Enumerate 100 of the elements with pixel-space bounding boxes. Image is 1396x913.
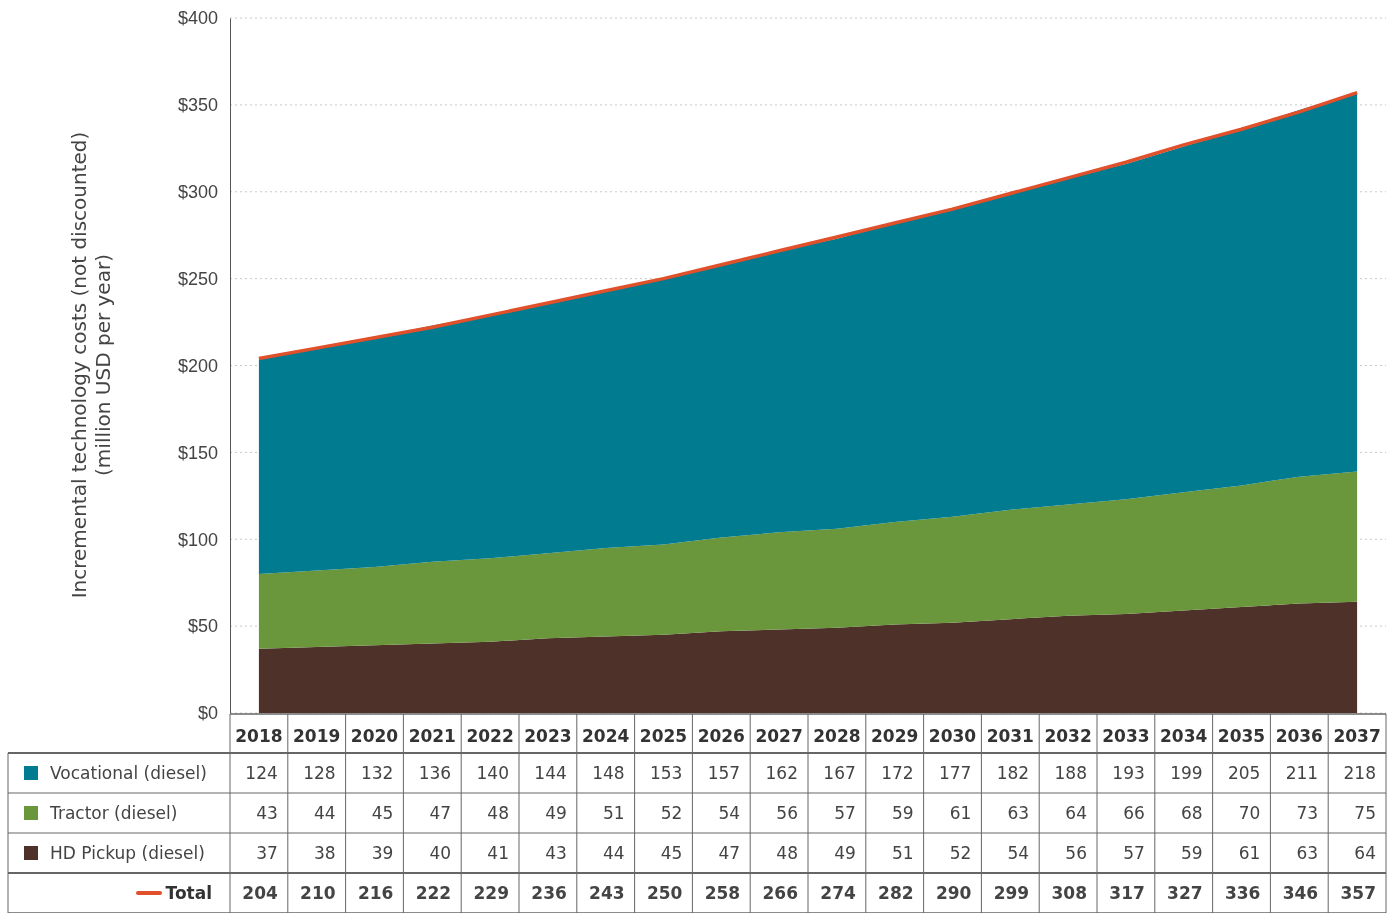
data-label: 290 <box>935 883 972 903</box>
data-label: 40 <box>429 843 452 863</box>
data-label: 167 <box>823 763 856 783</box>
data-label: 63 <box>1007 803 1030 823</box>
x-tick-label: 2032 <box>1044 726 1092 746</box>
data-label: 346 <box>1282 883 1319 903</box>
data-label: 44 <box>602 843 625 863</box>
data-label: 144 <box>534 763 567 783</box>
data-label: 140 <box>476 763 509 783</box>
y-tick-label: $0 <box>197 703 218 724</box>
data-label: 258 <box>704 883 741 903</box>
data-label: 52 <box>949 843 972 863</box>
data-label: 172 <box>881 763 914 783</box>
data-label: 274 <box>820 883 856 903</box>
data-label: 132 <box>360 763 394 783</box>
x-tick-label: 2024 <box>582 726 630 746</box>
y-axis-title: Incremental technology costs (not discounted) (million USD per year) <box>67 131 115 599</box>
data-label: 49 <box>545 803 567 823</box>
data-label: 70 <box>1238 803 1261 823</box>
data-label: 204 <box>242 883 278 903</box>
data-label: 59 <box>1180 843 1203 863</box>
x-tick-label: 2019 <box>293 726 341 746</box>
data-label: 43 <box>256 803 278 823</box>
data-label: 266 <box>762 883 798 903</box>
y-tick-label: $200 <box>177 355 218 376</box>
data-label: 162 <box>765 763 798 783</box>
data-label: 66 <box>1123 803 1145 823</box>
data-label: 148 <box>592 763 625 783</box>
data-label: 41 <box>487 843 509 863</box>
data-label: 216 <box>357 883 394 903</box>
data-label: 229 <box>473 883 509 903</box>
data-label: 49 <box>834 843 856 863</box>
data-label: 327 <box>1167 883 1203 903</box>
data-label: 59 <box>891 803 914 823</box>
data-label: 218 <box>1343 763 1376 783</box>
x-tick-label: 2029 <box>871 726 919 746</box>
x-tick-label: 2036 <box>1275 726 1323 746</box>
data-label: 38 <box>313 843 336 863</box>
data-label: 56 <box>1065 843 1087 863</box>
data-label: 308 <box>1051 883 1087 903</box>
data-label: 336 <box>1224 883 1261 903</box>
x-tick-label: 2022 <box>466 726 514 746</box>
x-tick-label: 2023 <box>524 726 572 746</box>
legend-label: Total <box>165 883 212 903</box>
y-tick-label: $250 <box>177 268 218 289</box>
x-tick-label: 2030 <box>928 726 977 746</box>
data-label: 73 <box>1296 803 1319 823</box>
y-tick-label: $400 <box>177 8 218 29</box>
data-label: 54 <box>718 803 741 823</box>
data-label: 243 <box>589 883 625 903</box>
x-tick-label: 2026 <box>697 726 745 746</box>
y-tick-label: $300 <box>177 182 218 203</box>
data-label: 54 <box>1007 843 1030 863</box>
x-tick-label: 2018 <box>235 726 283 746</box>
data-label: 45 <box>660 843 683 863</box>
data-label: 177 <box>938 763 972 783</box>
data-label: 52 <box>660 803 683 823</box>
data-label: 250 <box>646 883 683 903</box>
legend-label: Tractor (diesel) <box>49 803 178 823</box>
data-label: 157 <box>707 763 741 783</box>
data-label: 43 <box>545 843 567 863</box>
x-tick-label: 2025 <box>639 726 688 746</box>
data-label: 193 <box>1112 763 1145 783</box>
x-tick-label: 2021 <box>408 726 456 746</box>
data-label: 75 <box>1354 803 1376 823</box>
x-tick-label: 2027 <box>755 726 803 746</box>
x-tick-label: 2034 <box>1160 726 1208 746</box>
data-label: 211 <box>1285 763 1319 783</box>
data-label: 357 <box>1340 883 1376 903</box>
data-label: 56 <box>776 803 798 823</box>
y-tick-label: $350 <box>177 95 218 116</box>
data-label: 61 <box>949 803 972 823</box>
data-label: 47 <box>429 803 452 823</box>
data-label: 64 <box>1354 843 1376 863</box>
data-label: 205 <box>1227 763 1261 783</box>
line-series <box>257 90 1359 361</box>
data-label: 57 <box>834 803 856 823</box>
data-label: 44 <box>313 803 336 823</box>
x-tick-label: 2028 <box>813 726 861 746</box>
data-label: 128 <box>303 763 336 783</box>
data-label: 57 <box>1123 843 1145 863</box>
data-label: 210 <box>300 883 336 903</box>
data-label: 299 <box>993 883 1030 903</box>
x-tick-label: 2020 <box>350 726 399 746</box>
data-label: 47 <box>718 843 741 863</box>
x-tick-label: 2033 <box>1102 726 1150 746</box>
data-label: 136 <box>418 763 452 783</box>
data-label: 45 <box>371 803 394 823</box>
x-tick-label: 2035 <box>1217 726 1266 746</box>
data-label: 68 <box>1180 803 1203 823</box>
data-label: 124 <box>245 763 278 783</box>
x-tick-label: 2037 <box>1333 726 1381 746</box>
legend-label: Vocational (diesel) <box>50 763 207 783</box>
data-label: 282 <box>878 883 914 903</box>
data-label: 51 <box>602 803 625 823</box>
data-label: 182 <box>996 763 1030 783</box>
data-label: 222 <box>415 883 452 903</box>
data-label: 48 <box>487 803 509 823</box>
data-label: 51 <box>891 843 914 863</box>
data-label: 63 <box>1296 843 1319 863</box>
